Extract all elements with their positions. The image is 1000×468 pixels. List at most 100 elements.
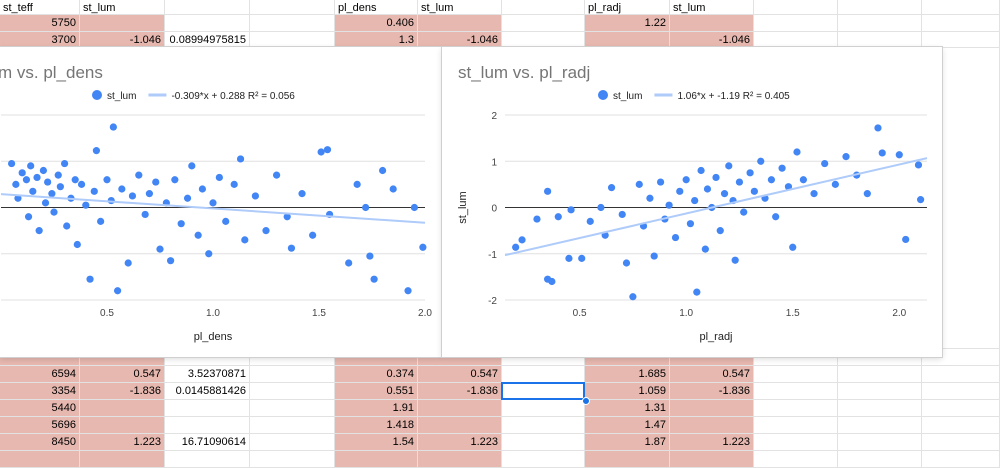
cell[interactable] [670, 400, 754, 417]
cell[interactable] [165, 0, 250, 15]
cell[interactable] [754, 417, 838, 434]
cell[interactable]: 0.08994975815 [165, 32, 250, 48]
cell[interactable] [754, 0, 838, 15]
cell[interactable]: st_lum [418, 0, 502, 15]
cell[interactable]: 1.47 [585, 417, 670, 434]
cell[interactable]: 3354 [0, 383, 80, 400]
cell[interactable] [250, 32, 335, 48]
cell[interactable] [165, 349, 250, 366]
cell[interactable] [165, 400, 250, 417]
cell[interactable]: 1.31 [585, 400, 670, 417]
cell[interactable]: 3700 [0, 32, 80, 48]
cell[interactable]: 1.87 [585, 434, 670, 451]
cell[interactable]: 0.547 [80, 366, 165, 383]
cell[interactable]: 5440 [0, 400, 80, 417]
cell[interactable] [922, 15, 1000, 32]
cell[interactable] [838, 383, 922, 400]
cell[interactable]: 6594 [0, 366, 80, 383]
cell[interactable] [922, 434, 1000, 451]
cell[interactable] [165, 15, 250, 32]
cell[interactable] [502, 417, 585, 434]
fill-handle[interactable] [582, 397, 590, 405]
cell[interactable] [418, 400, 502, 417]
cell[interactable] [502, 15, 585, 32]
cell[interactable] [585, 32, 670, 48]
cell[interactable] [418, 417, 502, 434]
cell[interactable] [165, 417, 250, 434]
cell[interactable] [502, 32, 585, 48]
cell[interactable] [250, 417, 335, 434]
cell[interactable] [250, 400, 335, 417]
cell[interactable] [670, 417, 754, 434]
cell[interactable]: 0.551 [335, 383, 418, 400]
cell[interactable]: 0.547 [418, 366, 502, 383]
cell[interactable]: 1.54 [335, 434, 418, 451]
cell[interactable]: -1.046 [670, 32, 754, 48]
cell[interactable] [80, 400, 165, 417]
cell[interactable] [502, 400, 585, 417]
cell[interactable] [502, 366, 585, 383]
cell[interactable] [250, 0, 335, 15]
cell[interactable]: 1.3 [335, 32, 418, 48]
cell[interactable]: 0.374 [335, 366, 418, 383]
chart-pl-dens[interactable]: m vs. pl_dens-2-10120.51.01.52.0pl_denss… [0, 47, 442, 357]
cell[interactable]: 1.22 [585, 15, 670, 32]
cell[interactable] [502, 0, 585, 15]
cell[interactable] [250, 15, 335, 32]
chart-pl-radj[interactable]: st_lum vs. pl_radj -2 -1 0 1 2 0.5 1.0 1.5 2.0 pl_… [442, 47, 942, 357]
cell[interactable] [838, 417, 922, 434]
cell[interactable]: 1.223 [80, 434, 165, 451]
cell[interactable]: 5750 [0, 15, 80, 32]
cell[interactable]: 8450 [0, 434, 80, 451]
cell[interactable]: st_lum [670, 0, 754, 15]
cell[interactable] [250, 383, 335, 400]
cell[interactable] [502, 349, 585, 366]
cell[interactable] [838, 434, 922, 451]
cell[interactable] [922, 417, 1000, 434]
cell[interactable]: 1.223 [670, 434, 754, 451]
cell[interactable]: 0.0145881426 [165, 383, 250, 400]
cell[interactable] [250, 366, 335, 383]
cell[interactable] [754, 434, 838, 451]
cell[interactable] [922, 400, 1000, 417]
cell[interactable]: pl_dens [335, 0, 418, 15]
cell[interactable]: pl_radj [585, 0, 670, 15]
cell[interactable]: 0.406 [335, 15, 418, 32]
cell[interactable]: -1.836 [80, 383, 165, 400]
cell[interactable] [922, 366, 1000, 383]
cell[interactable] [922, 32, 1000, 48]
cell[interactable]: 1.223 [418, 434, 502, 451]
cell[interactable] [670, 15, 754, 32]
cell[interactable]: -1.046 [418, 32, 502, 48]
cell[interactable] [250, 434, 335, 451]
cell[interactable]: 0.547 [670, 366, 754, 383]
cell[interactable]: st_teff [0, 0, 80, 15]
cell[interactable] [838, 0, 922, 15]
cell[interactable]: 5696 [0, 417, 80, 434]
cell[interactable]: 1.685 [585, 366, 670, 383]
cell[interactable] [838, 15, 922, 32]
cell[interactable] [502, 434, 585, 451]
cell[interactable]: 1.418 [335, 417, 418, 434]
cell[interactable]: 1.059 [585, 383, 670, 400]
selected-cell[interactable] [501, 382, 585, 400]
cell[interactable] [838, 32, 922, 48]
cell[interactable] [80, 15, 165, 32]
cell[interactable]: 16.71090614 [165, 434, 250, 451]
cell[interactable]: 3.52370871 [165, 366, 250, 383]
cell[interactable] [418, 15, 502, 32]
cell[interactable] [754, 349, 838, 366]
cell[interactable]: -1.836 [670, 383, 754, 400]
cell[interactable] [754, 366, 838, 383]
cell[interactable] [80, 417, 165, 434]
cell[interactable] [754, 32, 838, 48]
cell[interactable]: -1.836 [418, 383, 502, 400]
cell[interactable] [922, 0, 1000, 15]
cell[interactable] [838, 400, 922, 417]
cell[interactable] [754, 400, 838, 417]
cell[interactable] [838, 349, 922, 366]
cell[interactable]: 1.91 [335, 400, 418, 417]
cell[interactable] [754, 15, 838, 32]
cell[interactable] [922, 383, 1000, 400]
cell[interactable] [250, 349, 335, 366]
